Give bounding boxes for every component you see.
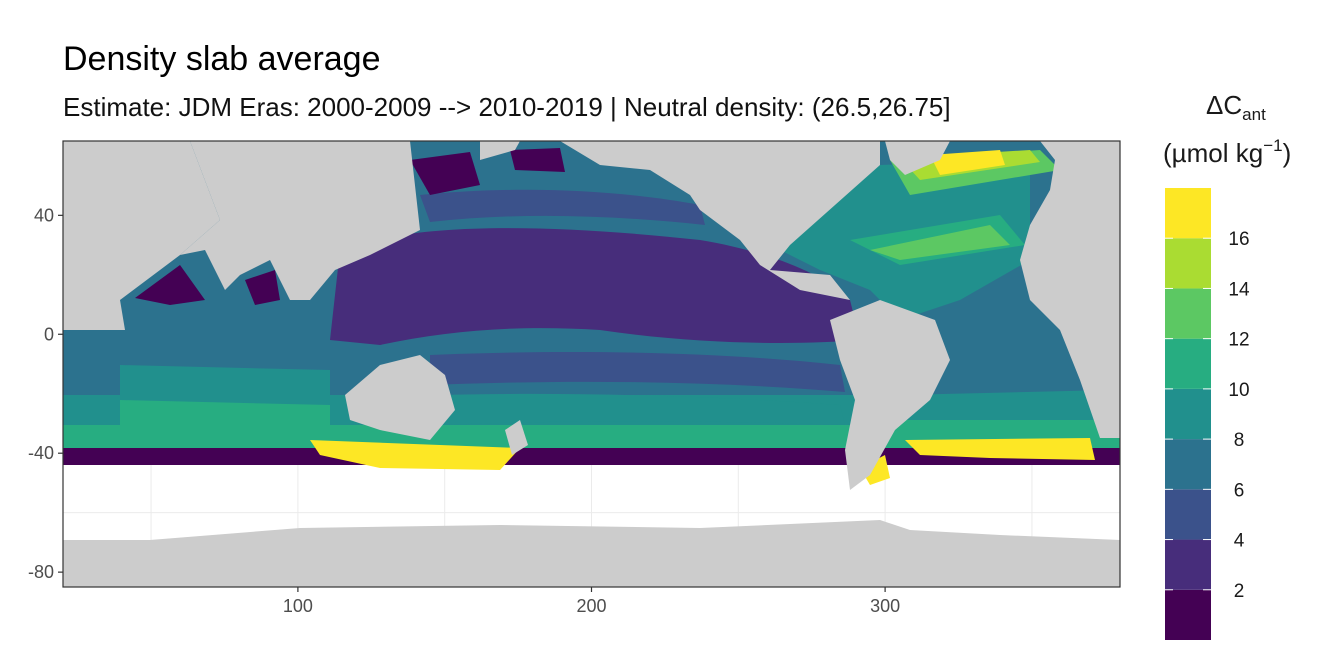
legend-swatch <box>1165 338 1211 389</box>
x-tick-label: 200 <box>576 596 606 616</box>
legend-title-symbol: ΔC <box>1206 90 1242 120</box>
legend-tick-label: 12 <box>1228 330 1249 351</box>
land-new-zealand <box>505 420 528 455</box>
bay-of-bengal-dark <box>245 270 280 305</box>
legend-unit-exponent: −1 <box>1263 136 1282 155</box>
land-alaska <box>480 141 520 160</box>
land-africa <box>63 141 220 330</box>
legend-swatch <box>1165 539 1211 590</box>
drake-passage-yellow <box>860 455 890 485</box>
south-atlantic-yellow <box>905 438 1095 460</box>
legend-unit: (µmol kg−1) <box>1163 136 1291 168</box>
legend-tick-label: 14 <box>1228 279 1250 300</box>
south-atlantic-blue <box>905 320 1100 400</box>
y-tick-label: 40 <box>34 205 54 225</box>
legend-tick-label: 10 <box>1228 380 1249 401</box>
arabian-sea-dark <box>135 265 205 305</box>
legend-swatch <box>1165 439 1211 490</box>
land-africa-south <box>1060 330 1120 438</box>
bering-dark <box>510 148 565 172</box>
legend-swatch <box>1165 489 1211 540</box>
legend-tick-label: 8 <box>1234 430 1245 451</box>
chart-subtitle: Estimate: JDM Eras: 2000-2009 --> 2010-2… <box>63 92 951 122</box>
indian-ocean-green <box>120 400 330 435</box>
land-mask <box>63 141 1120 587</box>
land-europe <box>1020 141 1120 330</box>
southern-indian-yellow <box>310 440 520 470</box>
land-north-america <box>560 141 880 300</box>
x-axis: 100 200 300 <box>283 587 900 616</box>
land-antarctica <box>63 540 1120 587</box>
north-pacific-dark <box>410 152 480 195</box>
y-tick-label: -40 <box>28 443 54 463</box>
legend-tick-label: 6 <box>1234 480 1245 501</box>
legend-swatch <box>1165 188 1211 239</box>
x-tick-label: 100 <box>283 596 313 616</box>
legend-unit-prefix: (µmol kg <box>1163 138 1263 168</box>
y-tick-label: -80 <box>28 562 54 582</box>
legend: ΔCant (µmol kg−1) 2 4 6 8 10 12 14 16 <box>1163 90 1291 640</box>
legend-tick-label: 2 <box>1234 581 1245 602</box>
legend-tick-label: 16 <box>1228 229 1249 250</box>
y-tick-label: 0 <box>44 324 54 344</box>
legend-swatch <box>1165 288 1211 339</box>
north-atlantic-light-green <box>870 225 1010 260</box>
y-axis: 40 0 -40 -80 <box>28 205 63 582</box>
legend-tick-label: 4 <box>1234 531 1245 552</box>
legend-swatch <box>1165 388 1211 440</box>
land-greenland <box>885 141 950 175</box>
south-pacific-band <box>430 352 845 392</box>
legend-swatch <box>1165 589 1211 640</box>
south-pacific-teal <box>440 393 845 425</box>
pacific-low-region <box>330 228 860 345</box>
legend-title-subscript: ant <box>1242 105 1266 124</box>
legend-colorbar <box>1165 188 1211 640</box>
land-antarctica-peninsula <box>63 520 1120 545</box>
land-asia <box>180 141 420 300</box>
north-pacific-band <box>420 189 705 225</box>
legend-title: ΔCant <box>1206 90 1266 124</box>
legend-tick-labels: 2 4 6 8 10 12 14 16 <box>1228 229 1250 602</box>
legend-swatch <box>1165 238 1211 289</box>
land-south-america <box>830 300 950 490</box>
map-panel <box>62 140 1121 588</box>
subpolar-yellow <box>930 150 1005 175</box>
x-tick-label: 300 <box>870 596 900 616</box>
land-australia <box>345 355 455 440</box>
legend-unit-suffix: ) <box>1283 138 1292 168</box>
chart-title: Density slab average <box>63 40 381 78</box>
